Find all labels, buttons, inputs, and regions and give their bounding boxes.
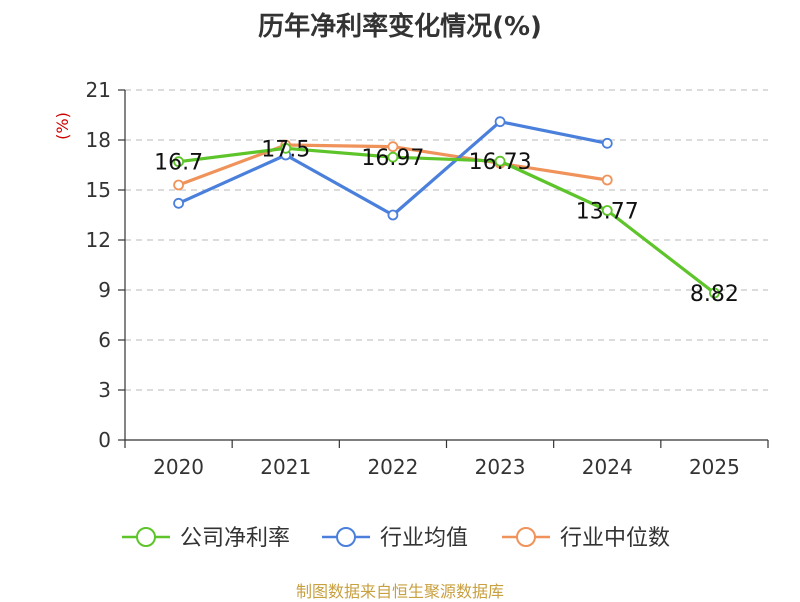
y-axis-label: (%)	[53, 112, 72, 140]
data-point	[601, 137, 613, 149]
data-label: 16.97	[361, 146, 424, 171]
data-point	[280, 142, 292, 154]
x-tick-label: 2020	[153, 455, 204, 479]
data-label: 16.7	[154, 151, 203, 176]
y-tick-label: 9	[98, 278, 111, 302]
data-point	[387, 141, 399, 153]
data-label: 8.82	[690, 282, 739, 307]
data-label: 16.73	[469, 150, 532, 175]
data-label: 13.77	[576, 200, 639, 225]
legend-label: 公司净利率	[180, 526, 290, 551]
data-point	[387, 209, 399, 221]
data-label: 17.5	[261, 137, 310, 162]
y-tick-label: 18	[86, 128, 111, 152]
y-tick-label: 21	[86, 78, 111, 102]
legend-item: 行业均值	[322, 526, 468, 551]
data-point	[601, 205, 613, 216]
data-source-note: 制图数据来自恒生聚源数据库	[295, 582, 504, 601]
y-tick-label: 12	[86, 228, 111, 252]
y-tick-label: 6	[98, 328, 111, 352]
x-tick-label: 2025	[689, 455, 740, 479]
legend-swatch-marker	[136, 527, 156, 547]
x-tick-label: 2021	[260, 455, 311, 479]
axes: 0 3 6 9 12 15 18 21 2020 2021 2022 2023 2024 2025 (%)	[53, 78, 769, 479]
chart-title: 历年净利率变化情况(%)	[258, 12, 542, 42]
y-tick-label: 0	[98, 428, 111, 452]
legend-item: 公司净利率	[122, 526, 290, 551]
y-tick-label: 3	[98, 378, 111, 402]
legend-swatch-marker	[516, 527, 536, 547]
data-point	[709, 287, 720, 299]
data-point	[173, 156, 184, 168]
legend-swatch-marker	[336, 527, 356, 547]
x-tick-label: 2024	[582, 455, 633, 479]
data-point	[494, 155, 506, 167]
x-tick-label: 2022	[367, 455, 418, 479]
grid-lines	[125, 89, 768, 391]
series-lines	[173, 116, 720, 299]
data-point	[173, 197, 184, 209]
series-line	[178, 146, 716, 295]
y-tick-label: 15	[86, 178, 111, 202]
data-labels: 16.7 17.5 16.97 16.73 13.77 8.82	[154, 137, 739, 307]
legend: 公司净利率 行业均值 行业中位数	[122, 526, 670, 551]
legend-label: 行业中位数	[560, 526, 670, 551]
legend-label: 行业均值	[380, 526, 468, 551]
data-point	[387, 151, 399, 163]
x-tick-label: 2023	[475, 455, 526, 479]
data-point	[494, 116, 506, 128]
legend-item: 行业中位数	[502, 526, 670, 551]
data-point	[173, 179, 184, 191]
data-point	[601, 174, 613, 186]
